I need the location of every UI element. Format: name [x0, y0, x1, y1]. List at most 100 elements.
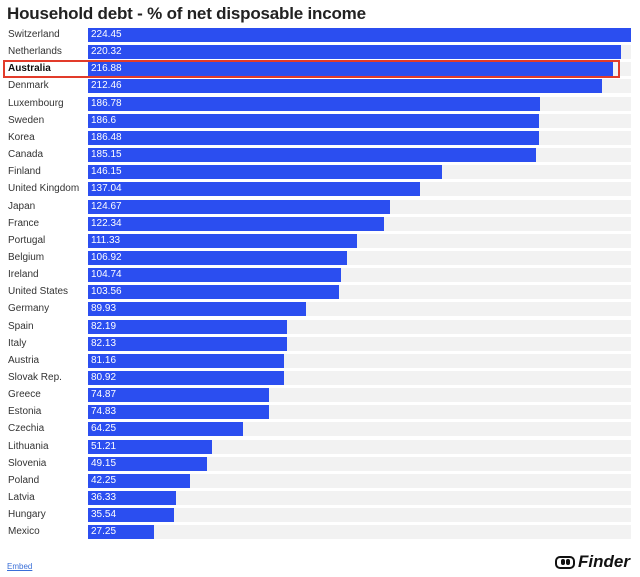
bar-track: 74.87	[88, 388, 631, 403]
bar-track: 137.04	[88, 182, 631, 197]
bar-row: Australia 216.88	[0, 61, 640, 78]
bar: 74.87	[88, 388, 270, 403]
bar: 106.92	[88, 250, 347, 265]
category-label: Korea	[8, 131, 35, 143]
bar-row: Poland 42.25	[0, 473, 640, 490]
category-label: United Kingdom	[8, 183, 80, 195]
value-label: 104.74	[91, 269, 122, 281]
bar: 212.46	[88, 79, 602, 94]
bar-track: 122.34	[88, 216, 631, 231]
bar-track: 186.48	[88, 130, 631, 145]
category-label: Mexico	[8, 526, 40, 538]
value-label: 186.48	[91, 131, 122, 143]
bar-track: 146.15	[88, 165, 631, 180]
category-label: Japan	[8, 200, 36, 212]
bar-row: Italy 82.13	[0, 336, 640, 353]
bar-row: Japan 124.67	[0, 199, 640, 216]
category-label: Austria	[8, 354, 40, 366]
value-label: 82.19	[91, 320, 117, 332]
bar: 216.88	[88, 62, 613, 77]
bar-row: Portugal 111.33	[0, 233, 640, 250]
bar-row: Luxembourg 186.78	[0, 96, 640, 113]
value-label: 224.45	[91, 29, 122, 40]
bar: 122.34	[88, 216, 384, 231]
value-label: 185.15	[91, 149, 122, 161]
value-label: 74.83	[91, 406, 117, 418]
bar-track: 35.54	[88, 508, 631, 523]
bar: 104.74	[88, 268, 342, 283]
bar-row: United Kingdom 137.04	[0, 181, 640, 198]
bar-track: 220.32	[88, 45, 631, 60]
bar-row: Belgium 106.92	[0, 250, 640, 267]
value-label: 106.92	[91, 251, 122, 263]
chart-title: Household debt - % of net disposable inc…	[7, 4, 366, 23]
bar-track: 212.46	[88, 79, 631, 94]
bar-track: 124.67	[88, 199, 631, 214]
category-label: Greece	[8, 389, 41, 401]
bar-track: 186.6	[88, 113, 631, 128]
value-label: 111.33	[91, 234, 121, 246]
bar-track: 216.88	[88, 62, 631, 77]
brand-name: Finder	[578, 552, 630, 571]
bar-track: 106.92	[88, 250, 631, 265]
bar-track: 42.25	[88, 473, 631, 488]
finder-logo: Finder	[555, 552, 630, 572]
bar-track: 185.15	[88, 148, 631, 163]
bar-track: 27.25	[88, 525, 631, 540]
category-label: Portugal	[8, 234, 46, 246]
value-label: 35.54	[91, 509, 117, 521]
bar-row: Ireland 104.74	[0, 267, 640, 284]
value-label: 212.46	[91, 80, 122, 92]
category-label: Estonia	[8, 406, 42, 418]
bar-row: Austria 81.16	[0, 353, 640, 370]
category-label: Slovenia	[8, 457, 47, 469]
bar-row: Slovenia 49.15	[0, 456, 640, 473]
bar: 224.45	[88, 28, 631, 42]
bar-row: Latvia 36.33	[0, 490, 640, 507]
bar: 42.25	[88, 473, 191, 488]
bar-row: Germany 89.93	[0, 301, 640, 318]
bar: 186.48	[88, 130, 540, 145]
category-label: Germany	[8, 303, 50, 315]
value-label: 49.15	[91, 457, 117, 469]
bar-track: 49.15	[88, 456, 631, 471]
bar: 89.93	[88, 302, 306, 317]
bar: 36.33	[88, 491, 176, 506]
category-label: Denmark	[8, 80, 49, 92]
bar: 81.16	[88, 353, 285, 368]
value-label: 137.04	[91, 183, 122, 195]
category-label: Australia	[8, 63, 51, 75]
bar-row: Slovak Rep. 80.92	[0, 370, 640, 387]
bar: 124.67	[88, 199, 390, 214]
bar-row: United States 103.56	[0, 284, 640, 301]
value-label: 81.16	[91, 354, 117, 366]
category-label: Lithuania	[8, 440, 49, 452]
value-label: 216.88	[91, 63, 122, 75]
bar-track: 36.33	[88, 491, 631, 506]
bar: 186.6	[88, 113, 540, 128]
category-label: Ireland	[8, 269, 39, 281]
bar-track: 82.19	[88, 319, 631, 334]
value-label: 186.78	[91, 97, 122, 109]
category-label: Luxembourg	[8, 97, 64, 109]
category-label: Netherlands	[8, 46, 62, 58]
bar-track: 80.92	[88, 371, 631, 385]
value-label: 124.67	[91, 200, 122, 212]
bar-row: Greece 74.87	[0, 387, 640, 404]
category-label: Sweden	[8, 114, 45, 126]
category-label: Canada	[8, 149, 44, 161]
bar: 27.25	[88, 525, 154, 540]
bar: 51.21	[88, 439, 212, 454]
bar: 82.13	[88, 336, 287, 351]
bar-track: 82.13	[88, 336, 631, 351]
embed-link[interactable]: Embed	[7, 562, 33, 571]
bar-track: 186.78	[88, 96, 631, 111]
bar-row: Estonia 74.83	[0, 404, 640, 421]
bar-row: Netherlands 220.32	[0, 44, 640, 61]
value-label: 186.6	[91, 114, 117, 126]
bar-track: 64.25	[88, 422, 631, 437]
bar: 74.83	[88, 405, 270, 420]
bar-row: Czechia 64.25	[0, 421, 640, 438]
category-label: Italy	[8, 337, 27, 349]
category-label: Spain	[8, 320, 34, 332]
